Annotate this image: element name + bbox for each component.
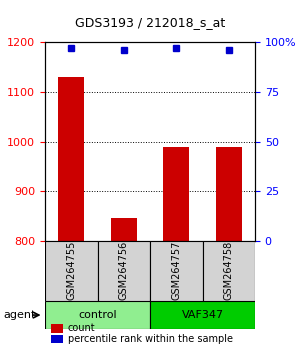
Text: GSM264758: GSM264758	[224, 241, 234, 301]
Bar	[58, 77, 84, 241]
Text: agent: agent	[3, 310, 35, 320]
Text: GSM264756: GSM264756	[119, 241, 129, 301]
FancyBboxPatch shape	[45, 301, 150, 329]
Text: GSM264757: GSM264757	[171, 241, 181, 301]
Bar	[216, 147, 242, 241]
Bar	[163, 147, 189, 241]
Text: GSM264755: GSM264755	[66, 241, 76, 301]
Bar	[111, 218, 137, 241]
Bar	[51, 324, 63, 333]
FancyBboxPatch shape	[150, 241, 202, 301]
FancyBboxPatch shape	[202, 241, 255, 301]
Text: percentile rank within the sample: percentile rank within the sample	[68, 334, 232, 344]
Text: control: control	[78, 310, 117, 320]
Text: VAF347: VAF347	[182, 310, 224, 320]
FancyBboxPatch shape	[98, 241, 150, 301]
Text: GDS3193 / 212018_s_at: GDS3193 / 212018_s_at	[75, 17, 225, 29]
FancyBboxPatch shape	[150, 301, 255, 329]
FancyBboxPatch shape	[45, 241, 98, 301]
Text: count: count	[68, 323, 95, 333]
Bar	[51, 335, 63, 343]
